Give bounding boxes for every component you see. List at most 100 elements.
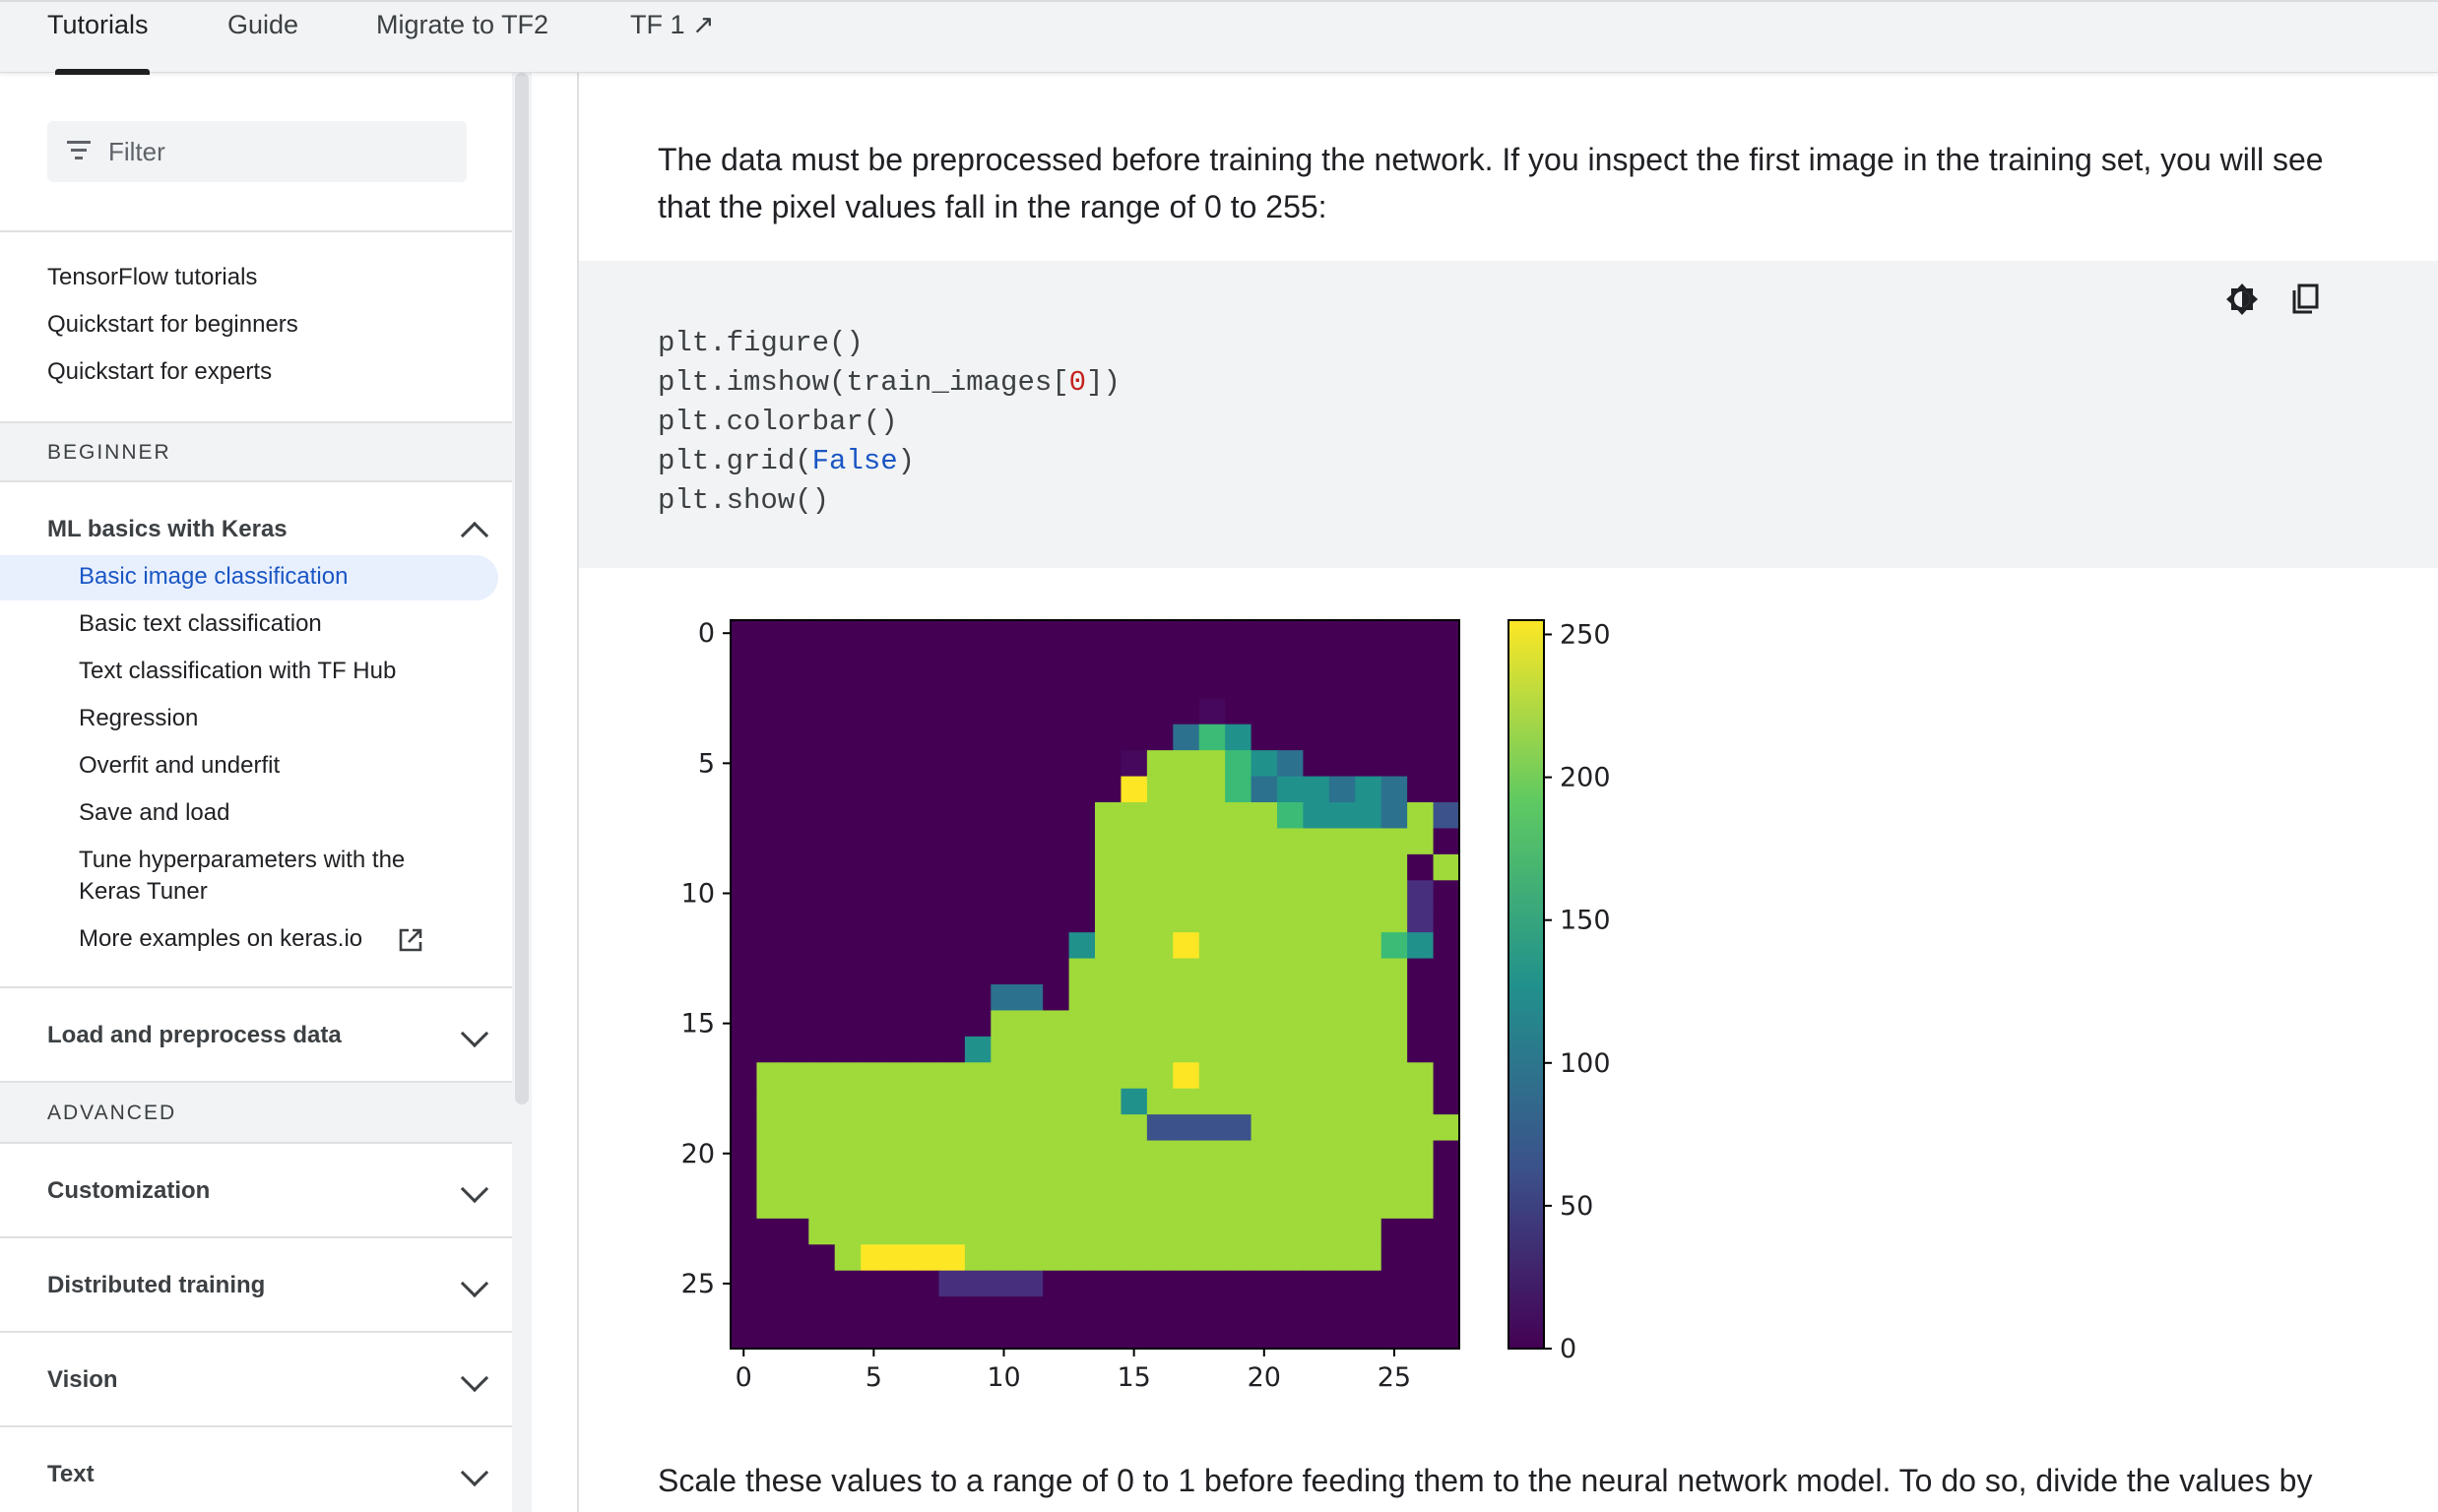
copy-icon[interactable]: [2288, 283, 2322, 316]
colorbar-tick-label: 0: [1560, 1334, 1576, 1364]
heatmap-cell: [1251, 776, 1278, 803]
heatmap-cell: [861, 1114, 888, 1142]
tab-migrate-to-tf2[interactable]: Migrate to TF2: [376, 10, 549, 39]
heatmap-cell: [1095, 880, 1123, 908]
heatmap-cell: [1121, 646, 1148, 673]
heatmap-cell: [1225, 1322, 1252, 1350]
heatmap-cell: [1251, 1296, 1278, 1324]
heatmap-cell: [1173, 1218, 1200, 1245]
heatmap-cell: [1173, 1062, 1200, 1090]
heatmap-cell: [1355, 1296, 1382, 1324]
sidebar-item-quickstart-beginners[interactable]: Quickstart for beginners: [47, 311, 298, 338]
sidebar-group-load-preprocess[interactable]: Load and preprocess data: [47, 1022, 342, 1048]
x-axis: 0 5 10 15 20 25: [736, 1349, 1411, 1393]
tab-tf1[interactable]: TF 1 ↗: [630, 10, 715, 39]
colorbar-tick-label: 50: [1560, 1191, 1593, 1222]
filter-input[interactable]: [108, 135, 443, 168]
heatmap-cell: [1277, 750, 1305, 778]
sidebar-group-vision[interactable]: Vision: [47, 1366, 118, 1393]
heatmap-cell: [756, 1322, 784, 1350]
heatmap-cell: [913, 802, 940, 830]
heatmap-cell: [1068, 802, 1096, 830]
heatmap-cell: [1355, 984, 1382, 1012]
heatmap-cell: [1068, 1140, 1096, 1167]
heatmap-cell: [938, 1010, 966, 1038]
heatmap-cell: [913, 1270, 940, 1297]
tab-guide[interactable]: Guide: [227, 10, 299, 39]
heatmap-cell: [1068, 620, 1096, 648]
heatmap-cell: [1121, 880, 1148, 908]
sidebar-item-basic-image-classification[interactable]: Basic image classification: [79, 563, 349, 590]
heatmap-cell: [1303, 1010, 1330, 1038]
heatmap-cell: [1043, 1296, 1070, 1324]
heatmap-cell: [756, 828, 784, 855]
heatmap-cell: [886, 1140, 914, 1167]
heatmap-cell: [1407, 1088, 1435, 1115]
heatmap-cell: [1198, 828, 1226, 855]
heatmap-cell: [782, 853, 809, 881]
heatmap-cell: [1433, 646, 1460, 673]
sidebar-item-basic-text-classification[interactable]: Basic text classification: [79, 610, 322, 637]
sidebar-group-distributed-training[interactable]: Distributed training: [47, 1272, 266, 1298]
heatmap-cell: [861, 1036, 888, 1063]
heatmap-cell: [1095, 1010, 1123, 1038]
sidebar-group-ml-basics[interactable]: ML basics with Keras: [47, 516, 288, 542]
sidebar-group-customization[interactable]: Customization: [47, 1177, 211, 1204]
heatmap-cell: [782, 1218, 809, 1245]
heatmap-frame: [730, 619, 1460, 1350]
colorbar-tick-label: 250: [1560, 620, 1611, 651]
heatmap-cell: [1225, 984, 1252, 1012]
heatmap-cell: [834, 1010, 862, 1038]
sidebar-active-highlight: [0, 555, 498, 600]
sidebar-item-more-examples-keras[interactable]: More examples on keras.io: [79, 925, 363, 952]
heatmap-cell: [1328, 646, 1356, 673]
heatmap-cell: [1043, 1114, 1070, 1142]
heatmap-cell: [1277, 1192, 1305, 1220]
sidebar-scroll-thumb[interactable]: [515, 73, 529, 1104]
heatmap-cell: [991, 1140, 1018, 1167]
heatmap-cell: [1043, 1010, 1070, 1038]
theme-toggle-icon[interactable]: [2225, 283, 2259, 316]
heatmap-cell: [1198, 1088, 1226, 1115]
sidebar-item-quickstart-experts[interactable]: Quickstart for experts: [47, 358, 273, 385]
heatmap-cell: [834, 620, 862, 648]
sidebar-item-keras-tuner-line2[interactable]: Keras Tuner: [79, 878, 208, 905]
sidebar-item-save-and-load[interactable]: Save and load: [79, 799, 230, 826]
heatmap-cell: [1433, 802, 1460, 830]
heatmap-cell: [1225, 671, 1252, 699]
heatmap-cell: [1380, 750, 1408, 778]
heatmap-cell: [834, 1296, 862, 1324]
sidebar-item-tensorflow-tutorials[interactable]: TensorFlow tutorials: [47, 264, 258, 290]
heatmap-cell: [1121, 1166, 1148, 1194]
sidebar-item-regression[interactable]: Regression: [79, 705, 199, 731]
heatmap-cell: [1380, 1192, 1408, 1220]
heatmap-cell: [1251, 984, 1278, 1012]
heatmap-cell: [991, 776, 1018, 803]
heatmap-cell: [1433, 724, 1460, 751]
heatmap-cell: [1173, 620, 1200, 648]
heatmap-cell: [1303, 776, 1330, 803]
heatmap-cell: [1355, 958, 1382, 985]
heatmap-cell: [1355, 1140, 1382, 1167]
heatmap-cell: [1068, 1010, 1096, 1038]
heatmap-cell: [1380, 1166, 1408, 1194]
sidebar-group-text[interactable]: Text: [47, 1461, 95, 1487]
sidebar-item-text-classification-tf-hub[interactable]: Text classification with TF Hub: [79, 658, 397, 684]
heatmap-cell: [1225, 698, 1252, 725]
heatmap-cell: [1225, 932, 1252, 960]
heatmap-cell: [991, 671, 1018, 699]
sidebar-item-tune-hyperparameters[interactable]: Tune hyperparameters with the: [79, 847, 406, 873]
heatmap-cell: [756, 671, 784, 699]
heatmap-cell: [1277, 802, 1305, 830]
heatmap-cell: [938, 802, 966, 830]
heatmap-cell: [1277, 776, 1305, 803]
heatmap-cell: [1380, 880, 1408, 908]
y-axis: 0 5 10 15 20 25: [681, 618, 731, 1299]
tab-tutorials[interactable]: Tutorials: [47, 10, 149, 39]
filter-box[interactable]: [47, 121, 467, 182]
sidebar-item-overfit-underfit[interactable]: Overfit and underfit: [79, 752, 281, 779]
sidebar-divider: [0, 986, 512, 988]
heatmap-cell: [964, 698, 992, 725]
heatmap-cell: [1016, 1244, 1044, 1272]
heatmap-cell: [1043, 932, 1070, 960]
